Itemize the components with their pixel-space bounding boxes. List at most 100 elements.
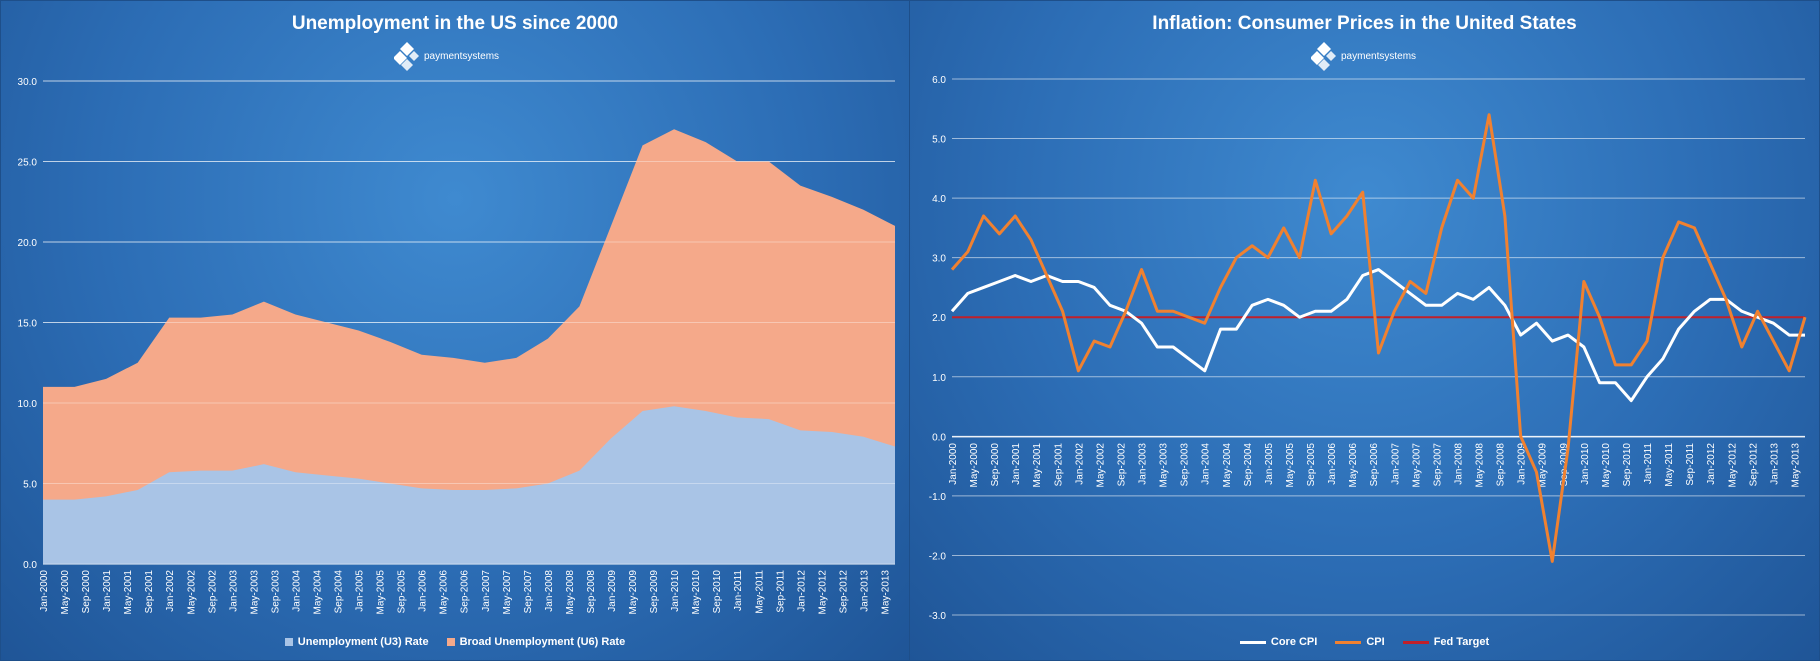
x-tick-label: May-2011 xyxy=(1664,443,1675,487)
x-tick-label: Jan-2005 xyxy=(1264,443,1275,485)
x-tick-label: Sep-2011 xyxy=(775,570,786,613)
y-tick-label: 5.0 xyxy=(932,135,946,146)
x-tick-label: May-2006 xyxy=(439,570,450,615)
legend-item-core-cpi: Core CPI xyxy=(1239,636,1317,648)
inflation-legend: Core CPI CPI Fed Target xyxy=(910,636,1819,648)
y-tick-label: 30.0 xyxy=(18,77,38,88)
x-tick-label: Jan-2004 xyxy=(291,570,302,612)
x-tick-label: Sep-2011 xyxy=(1685,443,1696,486)
legend-item-u3: Unemployment (U3) Rate xyxy=(284,636,429,648)
x-tick-label: Jan-2009 xyxy=(607,570,618,612)
x-tick-label: Sep-2002 xyxy=(207,570,218,614)
x-tick-label: Sep-2008 xyxy=(1496,443,1507,487)
x-tick-label: Sep-2010 xyxy=(712,570,723,614)
x-tick-label: Jan-2007 xyxy=(1390,443,1401,485)
x-tick-label: May-2008 xyxy=(1475,443,1486,488)
x-tick-label: Jan-2010 xyxy=(670,570,681,612)
x-tick-label: Sep-2001 xyxy=(144,570,155,614)
legend-swatch-core-cpi xyxy=(1239,640,1266,644)
x-tick-label: Jan-2000 xyxy=(39,570,50,612)
x-tick-label: May-2003 xyxy=(1159,443,1170,488)
inflation-chart: -3.0 -2.0 -1.0 0.0 1.0 2.0 3.0 4.0 5.0 6.0 Jan-200… xyxy=(929,75,1807,622)
x-tick-label: May-2006 xyxy=(1348,443,1359,488)
legend-swatch-cpi xyxy=(1335,640,1362,644)
x-tick-label: Jan-2013 xyxy=(1769,443,1780,485)
y-tick-label: 1.0 xyxy=(932,373,946,384)
x-tick-label: May-2000 xyxy=(60,570,71,615)
y-tick-label: 15.0 xyxy=(18,319,38,330)
x-tick-label: Jan-2001 xyxy=(1011,443,1022,485)
x-tick-label: Jan-2003 xyxy=(228,570,239,612)
unemployment-legend: Unemployment (U3) Rate Broad Unemploymen… xyxy=(1,636,909,648)
x-tick-label: May-2004 xyxy=(1222,443,1233,488)
logo-text: paymentsystems xyxy=(1341,50,1417,62)
x-tick-label: Sep-2000 xyxy=(81,570,92,614)
x-tick-label: Jan-2006 xyxy=(1327,443,1338,485)
unemployment-chart: 0.0 5.0 10.0 15.0 20.0 25.0 30.0 Jan-2000 May-20… xyxy=(18,77,895,615)
inflation-chart-panel: Inflation: Consumer Prices in the United… xyxy=(909,0,1820,661)
x-tick-label: Sep-2003 xyxy=(1180,443,1191,487)
x-tick-label: Jan-2008 xyxy=(544,570,555,612)
x-tick-label: May-2010 xyxy=(691,570,702,615)
x-tick-label: Jan-2004 xyxy=(1201,443,1212,485)
x-tick-label: Sep-2007 xyxy=(1432,443,1443,487)
x-tick-label: Sep-2004 xyxy=(334,570,345,614)
x-tick-label: Sep-2007 xyxy=(523,570,534,614)
x-tick-label: May-2012 xyxy=(817,570,828,615)
area-u3-unemployment xyxy=(43,406,895,564)
line-cpi xyxy=(950,113,1807,563)
x-tick-label: May-2005 xyxy=(376,570,387,615)
legend-swatch-fed-target xyxy=(1402,640,1429,644)
legend-label-u3: Unemployment (U3) Rate xyxy=(297,636,429,648)
legend-item-fed-target: Fed Target xyxy=(1402,636,1489,648)
x-tick-label: May-2000 xyxy=(969,443,980,488)
x-tick-label: May-2009 xyxy=(628,570,639,615)
x-tick-label: May-2013 xyxy=(1790,443,1801,488)
logo: paymentsystems xyxy=(1311,39,1416,73)
x-tick-label: May-2010 xyxy=(1601,443,1612,488)
y-tick-label: 3.0 xyxy=(932,254,946,265)
y-tick-label: -3.0 xyxy=(929,611,947,622)
x-tick-label: Jan-2011 xyxy=(733,570,744,611)
legend-label-u6: Broad Unemployment (U6) Rate xyxy=(459,636,626,648)
x-tick-label: May-2005 xyxy=(1285,443,1296,488)
y-tick-label: 10.0 xyxy=(18,399,38,410)
x-tick-label: Sep-2001 xyxy=(1053,443,1064,487)
x-tick-label: Jan-2006 xyxy=(418,570,429,612)
x-tick-label: Sep-2003 xyxy=(270,570,281,614)
unemployment-chart-title: Unemployment in the US since 2000 xyxy=(291,13,619,34)
x-tick-label: Jan-2007 xyxy=(481,570,492,612)
logo-text: paymentsystems xyxy=(424,50,500,62)
x-tick-label: Jan-2011 xyxy=(1643,443,1654,484)
x-tick-label: Jan-2002 xyxy=(165,570,176,612)
legend-swatch-u3 xyxy=(284,638,293,646)
x-tick-label: May-2013 xyxy=(880,570,891,615)
logo-diamond-icon xyxy=(394,42,419,71)
inflation-chart-title: Inflation: Consumer Prices in the United… xyxy=(1152,13,1577,34)
y-tick-label: -2.0 xyxy=(929,551,947,562)
logo: paymentsystems xyxy=(394,39,499,73)
y-tick-label: 0.0 xyxy=(932,432,946,443)
x-tick-label: May-2007 xyxy=(502,570,513,615)
x-tick-label: Jan-2009 xyxy=(1517,443,1528,485)
x-tick-label: May-2002 xyxy=(1095,443,1106,488)
line-core-cpi xyxy=(950,268,1805,403)
x-tick-label: Sep-2005 xyxy=(397,570,408,614)
x-tick-label: May-2009 xyxy=(1538,443,1549,488)
legend-item-cpi: CPI xyxy=(1335,636,1385,648)
x-tick-label: Jan-2002 xyxy=(1074,443,1085,485)
y-tick-label: 2.0 xyxy=(932,313,946,324)
x-tick-label: Jan-2008 xyxy=(1453,443,1464,485)
legend-swatch-u6 xyxy=(446,638,455,646)
x-tick-label: Sep-2012 xyxy=(838,570,849,614)
x-tick-label: Sep-2012 xyxy=(1748,443,1759,487)
x-tick-label: Jan-2003 xyxy=(1138,443,1149,485)
y-tick-label: 4.0 xyxy=(932,194,946,205)
x-tick-label: May-2007 xyxy=(1411,443,1422,488)
y-tick-label: 25.0 xyxy=(18,158,38,169)
x-tick-label: Jan-2010 xyxy=(1580,443,1591,485)
x-tick-label: Sep-2008 xyxy=(586,570,597,614)
x-tick-label: Sep-2005 xyxy=(1306,443,1317,487)
x-tick-label: May-2001 xyxy=(1032,443,1043,488)
